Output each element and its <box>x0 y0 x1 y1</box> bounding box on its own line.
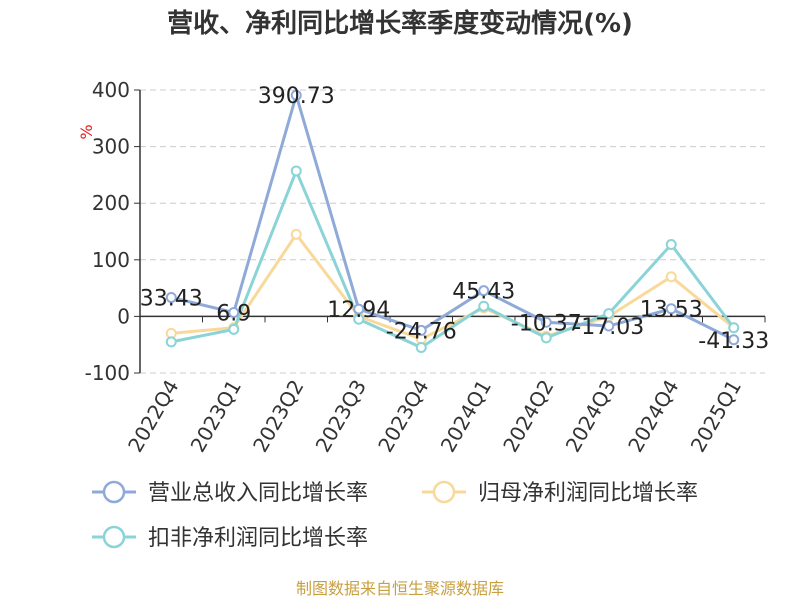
legend-marker-icon <box>102 525 126 549</box>
data-point[interactable] <box>540 332 552 344</box>
data-point[interactable] <box>665 271 677 283</box>
data-point[interactable] <box>290 89 302 101</box>
source-note: 制图数据来自恒生聚源数据库 <box>296 579 504 598</box>
legend-label: 营业总收入同比增长率 <box>148 481 368 506</box>
data-point[interactable] <box>728 334 740 346</box>
x-tick-label: 2024Q4 <box>623 376 683 457</box>
data-label: -10.37 <box>511 311 582 336</box>
data-point[interactable] <box>228 306 240 318</box>
x-tick-label: 2023Q2 <box>248 376 308 457</box>
data-point[interactable] <box>728 322 740 334</box>
data-label: 12.94 <box>327 298 390 323</box>
x-tick-label: 2023Q4 <box>373 376 433 457</box>
series-line <box>171 232 735 341</box>
data-point[interactable] <box>478 300 490 312</box>
y-tick-label: 0 <box>117 304 130 328</box>
data-label: -41.33 <box>698 329 769 354</box>
data-label: 390.73 <box>258 84 335 109</box>
data-point[interactable] <box>665 303 677 315</box>
legend-label: 归母净利润同比增长率 <box>478 481 698 506</box>
data-point[interactable] <box>603 320 615 332</box>
y-tick-label: -100 <box>85 361 130 385</box>
data-point[interactable] <box>290 228 302 240</box>
legend-marker-icon <box>432 480 456 504</box>
data-point[interactable] <box>165 291 177 303</box>
data-label: -17.03 <box>573 315 644 340</box>
y-axis: -100 0 100 200 300 400 <box>85 78 141 385</box>
x-tick-label: 2023Q3 <box>311 376 371 457</box>
series-group <box>165 89 740 354</box>
x-tick-label: 2024Q1 <box>436 376 496 457</box>
x-tick-label: 2024Q2 <box>498 376 558 457</box>
data-labels: 33.43 6.9 390.73 12.94-24.76 45.43 -10.37-17.… <box>140 84 769 354</box>
data-point[interactable] <box>665 239 677 251</box>
data-point[interactable] <box>415 324 427 336</box>
data-point[interactable] <box>290 165 302 177</box>
data-point[interactable] <box>353 303 365 315</box>
x-tick-label: 2022Q4 <box>123 376 183 457</box>
legend-marker-icon <box>102 480 126 504</box>
legend-label: 扣非净利润同比增长率 <box>148 526 368 551</box>
y-tick-label: 400 <box>92 78 130 102</box>
y-axis-unit: % <box>77 124 96 139</box>
data-label: 33.43 <box>140 286 203 311</box>
data-label: -24.76 <box>386 319 457 344</box>
data-point[interactable] <box>415 342 427 354</box>
legend-item-3[interactable]: 扣非净利润同比增长率 <box>92 525 368 551</box>
y-tick-label: 200 <box>92 191 130 215</box>
series-line <box>170 93 735 342</box>
data-point[interactable] <box>228 323 240 335</box>
series-1 <box>165 89 740 346</box>
data-label: 45.43 <box>452 280 515 305</box>
data-point[interactable] <box>540 316 552 328</box>
data-point[interactable] <box>353 313 365 325</box>
x-tick-label: 2024Q3 <box>561 376 621 457</box>
chart-title: 营收、净利同比增长率季度变动情况(%) <box>167 8 633 39</box>
data-label: 13.53 <box>640 298 703 323</box>
y-tick-label: 100 <box>92 248 130 272</box>
x-tick-label: 2023Q1 <box>186 376 246 457</box>
data-point[interactable] <box>165 336 177 348</box>
legend-item-1[interactable]: 营业总收入同比增长率 <box>92 480 368 506</box>
series-3 <box>165 165 740 354</box>
data-point[interactable] <box>603 308 615 320</box>
legend-item-2[interactable]: 归母净利润同比增长率 <box>422 480 698 506</box>
data-label: 6.9 <box>216 301 251 326</box>
x-tick-label: 2025Q1 <box>686 376 746 457</box>
data-point[interactable] <box>478 285 490 297</box>
y-tick-label: 300 <box>92 135 130 159</box>
series-line <box>170 169 735 350</box>
